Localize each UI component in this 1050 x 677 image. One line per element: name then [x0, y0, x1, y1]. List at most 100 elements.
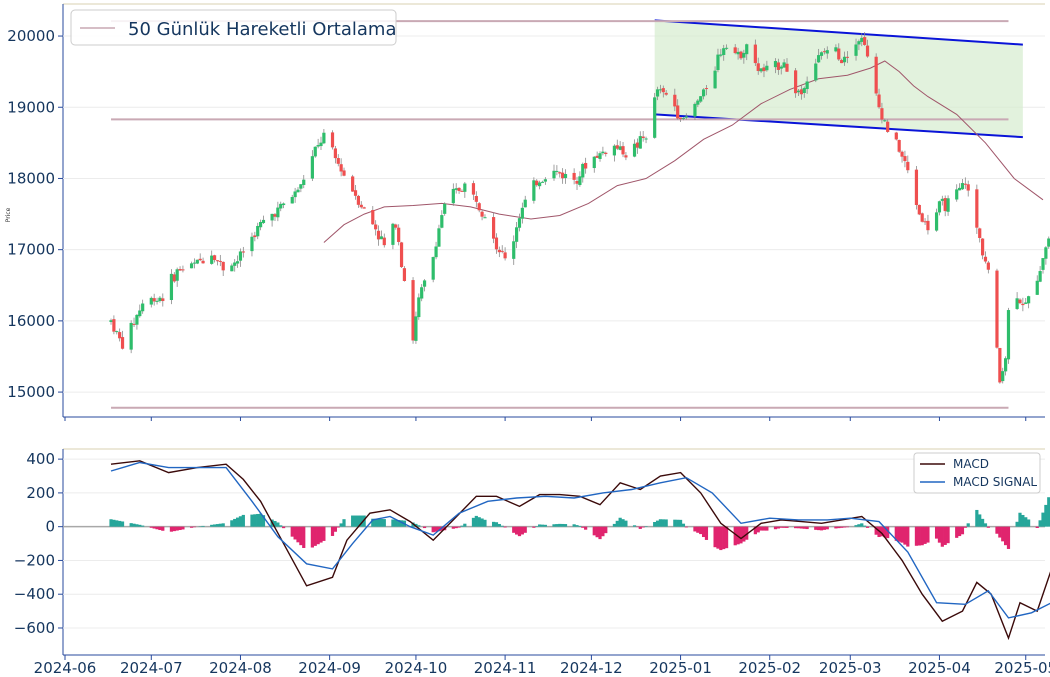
histogram-bar-positive: [141, 525, 145, 527]
macd-legend: MACD MACD SIGNAL: [913, 452, 1041, 494]
histogram-bar-positive: [129, 523, 133, 527]
candle-down: [402, 268, 407, 281]
histogram-bar-positive: [552, 524, 556, 527]
macd-signal-line: [110, 461, 1050, 619]
histogram-bar-negative: [595, 526, 599, 538]
histogram-bar-negative: [512, 526, 516, 533]
candle-down: [491, 217, 496, 239]
date-tick-label: 2024-08: [209, 659, 272, 677]
histogram-bar-negative: [722, 526, 726, 550]
histogram-bar-positive: [253, 514, 257, 527]
candle-down: [374, 224, 378, 230]
histogram-bar-positive: [624, 520, 628, 527]
candle-down: [943, 198, 947, 212]
candle-down: [822, 51, 826, 53]
histogram-bar-positive: [371, 518, 375, 527]
histogram-bar-positive: [235, 517, 240, 527]
histogram-bar-negative: [704, 526, 709, 540]
candle-up: [960, 183, 965, 190]
histogram-bar-negative: [296, 526, 300, 543]
histogram-bar-positive: [975, 509, 979, 527]
candle-up: [742, 52, 746, 58]
candle-up: [857, 41, 861, 45]
candle-down: [181, 269, 185, 271]
histogram-bar-positive: [500, 525, 504, 527]
candle-up: [149, 297, 153, 305]
histogram-bar-negative: [434, 526, 438, 532]
candle-up: [543, 179, 547, 182]
histogram-bar-positive: [658, 519, 663, 527]
candle-up: [759, 68, 763, 72]
histogram-bar-positive: [397, 520, 401, 527]
candle-down: [923, 221, 927, 223]
candlesticks: [109, 32, 1050, 384]
histogram-bar-negative: [883, 526, 887, 538]
candle-up: [1015, 298, 1019, 309]
histogram-bar-positive: [561, 523, 565, 527]
candle-up: [779, 66, 783, 69]
histogram-bar-positive: [621, 519, 625, 527]
histogram-bar-positive: [575, 525, 579, 527]
histogram-bar-positive: [497, 523, 501, 527]
histogram-bar-positive: [483, 519, 487, 527]
histogram-bar-negative: [963, 526, 967, 528]
histogram-bar-negative: [822, 526, 826, 530]
histogram-bar-positive: [661, 519, 665, 527]
histogram-bar-positive: [353, 515, 358, 527]
candle-down: [356, 195, 360, 205]
candle-up: [316, 145, 320, 147]
candle-up: [192, 262, 197, 264]
price-tick-label: 18000: [7, 169, 55, 187]
histogram-bar-positive: [983, 523, 988, 527]
histogram-bar-negative: [865, 526, 870, 528]
candle-down: [840, 60, 844, 64]
candle-down: [201, 260, 205, 264]
candle-up: [957, 187, 962, 191]
price-tick-label: 19000: [7, 98, 55, 116]
histogram-bar-positive: [132, 523, 136, 527]
candle-down: [874, 56, 878, 94]
candle-up: [259, 221, 263, 228]
candle-down: [178, 269, 182, 271]
candle-up: [658, 89, 663, 91]
candle-up: [276, 207, 280, 218]
candle-down: [333, 148, 337, 159]
histogram-bar-positive: [342, 519, 346, 527]
candle-down: [837, 48, 841, 60]
histogram-bar-negative: [874, 526, 878, 535]
price-tick-label: 20000: [7, 27, 55, 45]
histogram-bar-negative: [917, 526, 921, 546]
candle-down: [641, 136, 645, 139]
histogram-bar-positive: [230, 520, 234, 527]
histogram-bar-negative: [592, 526, 596, 536]
date-tick-label: 2025-03: [819, 659, 882, 677]
histogram-bar-positive: [212, 524, 217, 527]
candle-down: [963, 183, 967, 185]
histogram-bar-negative: [422, 526, 427, 529]
histogram-bar-negative: [520, 526, 524, 535]
candle-up: [817, 55, 821, 63]
candle-down: [474, 196, 478, 202]
histogram-bar-positive: [259, 513, 263, 527]
candle-up: [463, 183, 467, 192]
candle-up: [796, 90, 801, 93]
histogram-bar-negative: [745, 526, 749, 540]
candle-down: [673, 94, 677, 107]
candle-down: [753, 44, 757, 64]
histogram-bar-positive: [382, 519, 386, 527]
candle-up: [719, 54, 723, 56]
histogram-bar-negative: [699, 526, 703, 535]
candle-down: [132, 323, 136, 325]
candle-up: [540, 181, 545, 183]
candle-up: [512, 241, 516, 259]
candle-down: [776, 62, 780, 70]
candle-up: [238, 251, 243, 261]
histogram-bar-negative: [192, 526, 197, 528]
histogram-bar-positive: [676, 519, 680, 527]
candle-up: [233, 262, 237, 266]
histogram-bar-negative: [584, 526, 588, 530]
candle-up: [434, 246, 438, 258]
histogram-bar-negative: [454, 526, 458, 529]
histogram-bar-negative: [785, 526, 789, 528]
candle-up: [1044, 247, 1048, 259]
